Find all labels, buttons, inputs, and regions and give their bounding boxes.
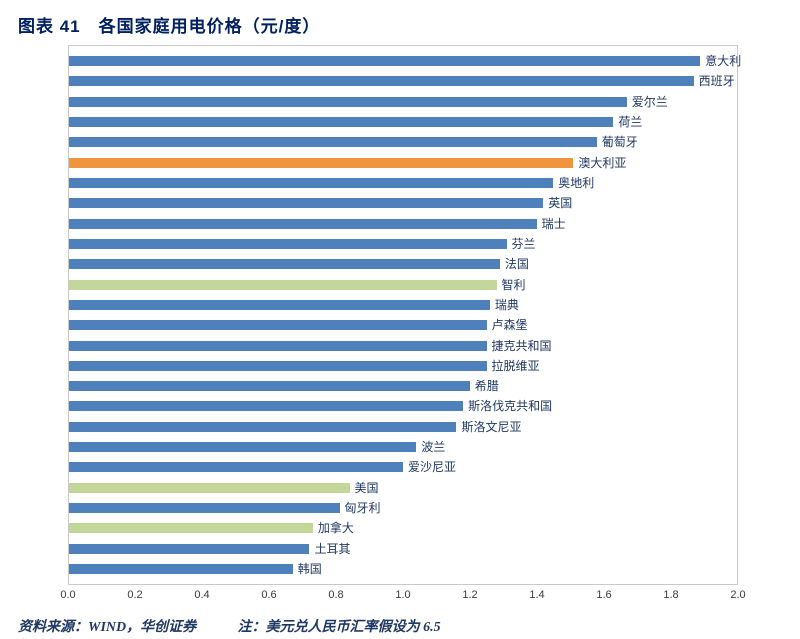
bar-label: 智利	[501, 277, 526, 292]
bar	[69, 178, 554, 189]
bar	[69, 360, 487, 371]
bar-row: 韩国	[69, 559, 737, 579]
bar	[69, 76, 694, 87]
bar-row: 拉脱维亚	[69, 356, 737, 376]
chart-title: 图表 41 各国家庭用电价格（元/度）	[18, 17, 321, 36]
bar	[69, 381, 470, 392]
bar-label: 葡萄牙	[601, 135, 638, 150]
bar-label: 拉脱维亚	[491, 358, 540, 373]
bar-label: 加拿大	[317, 521, 354, 536]
bar	[69, 279, 497, 290]
bar	[69, 198, 544, 209]
x-tick-label: 0.6	[261, 589, 277, 601]
bar	[69, 340, 487, 351]
bar-label: 意大利	[705, 54, 742, 69]
x-tick-label: 0.8	[328, 589, 344, 601]
bar	[69, 320, 487, 331]
bar-row: 瑞士	[69, 214, 737, 234]
bar-label: 韩国	[297, 561, 322, 576]
bar-row: 芬兰	[69, 234, 737, 254]
x-tick-label: 0.2	[127, 589, 143, 601]
bar-row: 葡萄牙	[69, 132, 737, 152]
bar-label: 奥地利	[558, 176, 595, 191]
bar	[69, 299, 490, 310]
x-tick-label: 0.0	[60, 589, 76, 601]
bar-row: 波兰	[69, 437, 737, 457]
bar	[69, 56, 701, 67]
bar-label: 芬兰	[511, 236, 536, 251]
bar-row: 希腊	[69, 376, 737, 396]
bar	[69, 259, 500, 270]
bar-label: 瑞典	[494, 297, 519, 312]
x-tick-label: 1.4	[529, 589, 545, 601]
bar-label: 斯洛伐克共和国	[468, 399, 553, 414]
bar-label: 斯洛文尼亚	[461, 419, 522, 434]
bar-row: 瑞典	[69, 295, 737, 315]
bar	[69, 462, 403, 473]
bar	[69, 523, 313, 534]
bar-row: 卢森堡	[69, 315, 737, 335]
bar-label: 匈牙利	[344, 501, 381, 516]
bar-label: 美国	[354, 480, 379, 495]
x-tick-label: 1.8	[663, 589, 679, 601]
bar	[69, 157, 574, 168]
bar-row: 捷克共和国	[69, 335, 737, 355]
bar-row: 奥地利	[69, 173, 737, 193]
x-axis: 0.0 0.2 0.4 0.6 0.8 1.0 1.2 1.4 1.6 1.8 2.0	[60, 588, 745, 606]
bar-row: 英国	[69, 193, 737, 213]
footer: 资料来源：WIND，华创证券 注：美元兑人民币汇率假设为 6.5	[18, 616, 784, 636]
bar-row: 西班牙	[69, 71, 737, 91]
bar-row: 斯洛伐克共和国	[69, 396, 737, 416]
bar	[69, 401, 464, 412]
bar-label: 瑞士	[541, 216, 566, 231]
bar	[69, 543, 310, 554]
bar-row: 加拿大	[69, 518, 737, 538]
x-tick-label: 2.0	[730, 589, 746, 601]
bar-label: 希腊	[474, 379, 499, 394]
bar-row: 匈牙利	[69, 498, 737, 518]
bar	[69, 238, 507, 249]
bar-label: 荷兰	[618, 115, 643, 130]
bar-row: 澳大利亚	[69, 153, 737, 173]
x-tick-label: 1.2	[462, 589, 478, 601]
assumption-note: 注：美元兑人民币汇率假设为 6.5	[237, 620, 441, 635]
bar-row: 荷兰	[69, 112, 737, 132]
bar-row: 智利	[69, 274, 737, 294]
bar-row: 爱尔兰	[69, 92, 737, 112]
x-tick-label: 0.4	[194, 589, 210, 601]
bar	[69, 442, 417, 453]
plot-area: 意大利西班牙爱尔兰荷兰葡萄牙澳大利亚奥地利英国瑞士 芬兰法国智利瑞典卢森堡捷克共和…	[68, 45, 741, 585]
bar-row: 爱沙尼亚	[69, 457, 737, 477]
bar-label: 爱尔兰	[631, 94, 668, 109]
bar-label: 爱沙尼亚	[408, 460, 457, 475]
bar-row: 美国	[69, 478, 737, 498]
bar-label: 波兰	[421, 440, 446, 455]
bar	[69, 96, 627, 107]
bar-label: 西班牙	[698, 74, 735, 89]
bar-label: 澳大利亚	[578, 155, 627, 170]
bar	[69, 117, 614, 128]
bar-row: 法国	[69, 254, 737, 274]
bar-label: 英国	[548, 196, 573, 211]
bar	[69, 218, 537, 229]
bar-label: 捷克共和国	[491, 338, 552, 353]
bar	[69, 503, 340, 514]
bar	[69, 421, 457, 432]
bar-row: 土耳其	[69, 539, 737, 559]
bar	[69, 563, 293, 574]
bar	[69, 137, 597, 148]
bar-label: 卢森堡	[491, 318, 528, 333]
source-note: 资料来源：WIND，华创证券	[18, 620, 197, 635]
x-tick-label: 1.6	[596, 589, 612, 601]
bar-label: 土耳其	[314, 541, 351, 556]
bar-chart: 意大利西班牙爱尔兰荷兰葡萄牙澳大利亚奥地利英国瑞士 芬兰法国智利瑞典卢森堡捷克共和…	[60, 45, 746, 606]
bar-row: 斯洛文尼亚	[69, 417, 737, 437]
bar	[69, 482, 350, 493]
bar-label: 法国	[504, 257, 529, 272]
x-tick-label: 1.0	[395, 589, 411, 601]
bar-row: 意大利	[69, 51, 741, 71]
